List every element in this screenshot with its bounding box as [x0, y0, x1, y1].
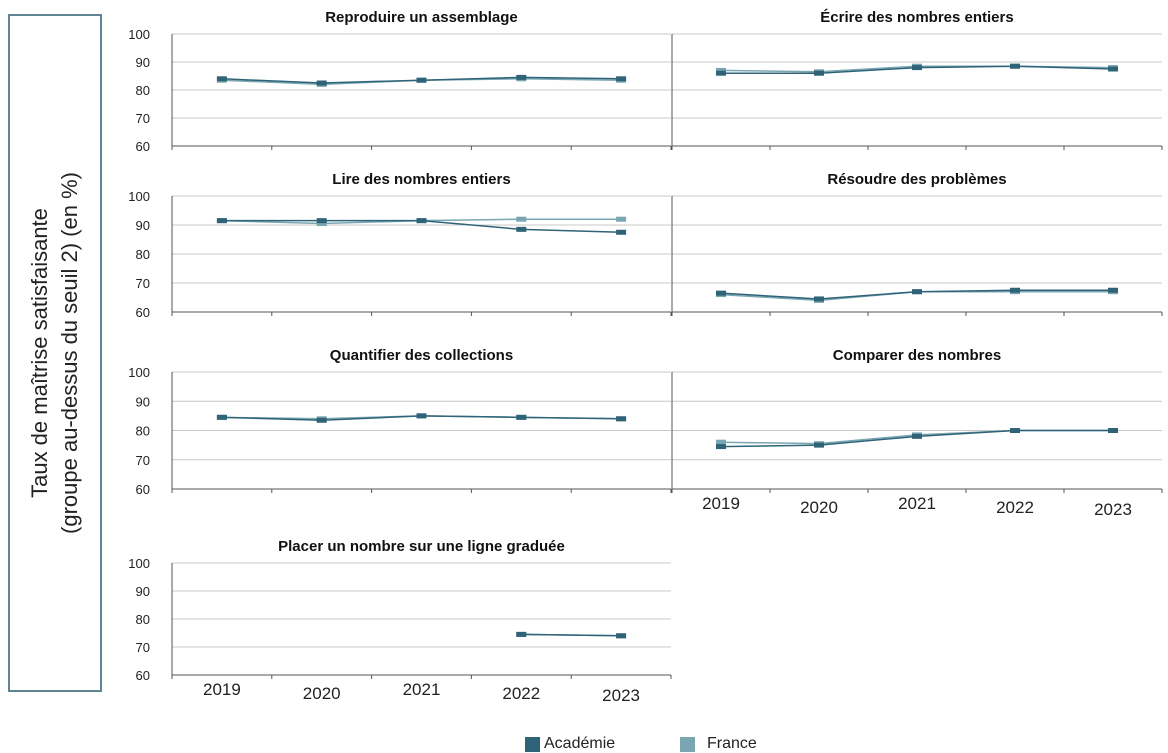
data-point-france [316, 221, 327, 227]
y-tick-label: 100 [128, 189, 150, 204]
chart-title-lire-des-nombres-entiers: Lire des nombres entiers [332, 171, 510, 188]
data-point-academie [316, 80, 327, 86]
x-tick-label: 2019 [203, 680, 241, 699]
data-point-academie [516, 226, 527, 232]
legend-swatch-academie [525, 736, 540, 752]
data-point-academie [616, 76, 627, 82]
data-point-academie [1010, 287, 1020, 293]
x-tick-label: 2020 [800, 498, 838, 517]
y-tick-label: 70 [136, 111, 150, 126]
data-point-academie [516, 414, 527, 420]
data-point-academie [912, 65, 922, 71]
y-tick-label: 70 [136, 640, 150, 655]
y-tick-label: 80 [136, 612, 150, 627]
y-tick-label: 60 [136, 139, 150, 154]
x-tick-label: 2019 [702, 494, 740, 513]
data-point-academie [316, 218, 327, 224]
data-point-academie [716, 70, 726, 76]
chart-title-quantifier-des-collections: Quantifier des collections [330, 347, 513, 364]
y-tick-label: 60 [136, 482, 150, 497]
y-tick-label: 100 [128, 365, 150, 380]
data-point-academie [1108, 287, 1118, 293]
data-point-academie [216, 414, 227, 420]
data-point-academie [716, 290, 726, 296]
data-point-france [716, 439, 726, 445]
y-tick-label: 90 [136, 218, 150, 233]
y-tick-label: 100 [128, 27, 150, 42]
y-tick-label: 60 [136, 305, 150, 320]
chart-title-resoudre-des-problemes: Résoudre des problèmes [827, 171, 1006, 188]
data-point-academie [912, 289, 922, 295]
data-point-academie [1108, 66, 1118, 72]
data-point-academie [1010, 63, 1020, 69]
chart-title-placer-un-nombre-sur-une-ligne-graduee: Placer un nombre sur une ligne graduée [278, 538, 565, 555]
y-tick-label: 90 [136, 584, 150, 599]
data-point-academie [814, 442, 824, 448]
data-point-academie [912, 433, 922, 439]
y-tick-label: 100 [128, 556, 150, 571]
data-point-france [616, 216, 627, 222]
y-tick-label: 70 [136, 276, 150, 291]
data-point-academie [416, 77, 427, 83]
y-tick-label: 60 [136, 668, 150, 683]
data-point-academie [216, 76, 227, 82]
data-point-academie [814, 296, 824, 302]
chart-title-ecrire-des-nombres-entiers: Écrire des nombres entiers [820, 9, 1013, 26]
y-tick-label: 90 [136, 394, 150, 409]
data-point-academie [216, 218, 227, 224]
x-tick-label: 2021 [403, 680, 441, 699]
data-point-academie [616, 229, 627, 235]
data-point-academie [316, 417, 327, 423]
y-tick-label: 80 [136, 424, 150, 439]
legend-label-france: France [707, 735, 757, 752]
data-point-academie [516, 74, 527, 80]
y-tick-label: 80 [136, 247, 150, 262]
data-point-academie [416, 413, 427, 419]
chart-title-reproduire-un-assemblage: Reproduire un assemblage [325, 9, 518, 26]
data-point-academie [416, 218, 427, 224]
chart-title-comparer-des-nombres: Comparer des nombres [833, 347, 1001, 364]
x-tick-label: 2023 [602, 686, 640, 705]
data-point-academie [1010, 428, 1020, 433]
legend-item-france: France [680, 735, 757, 753]
data-point-academie [716, 444, 726, 450]
x-tick-label: 2022 [996, 498, 1034, 517]
x-tick-label: 2022 [502, 684, 540, 703]
y-tick-label: 90 [136, 55, 150, 70]
data-point-academie [1108, 428, 1118, 433]
series-line-academie [521, 633, 622, 637]
x-tick-label: 2021 [898, 494, 936, 513]
data-point-france [516, 216, 527, 222]
x-tick-label: 2020 [303, 684, 341, 703]
data-point-france [716, 67, 726, 73]
y-tick-label: 70 [136, 453, 150, 468]
data-point-academie [616, 416, 627, 422]
y-tick-label: 80 [136, 83, 150, 98]
data-point-academie [616, 633, 627, 639]
legend-label-academie: Académie [544, 735, 616, 752]
x-tick-label: 2023 [1094, 500, 1132, 519]
data-point-academie [814, 70, 824, 76]
data-point-academie [516, 631, 527, 637]
legend-swatch-france [680, 736, 695, 752]
legend-item-academie: Académie [525, 735, 615, 753]
y-axis-label-box: Taux de maîtrise satisfaisante (groupe a… [8, 14, 102, 692]
